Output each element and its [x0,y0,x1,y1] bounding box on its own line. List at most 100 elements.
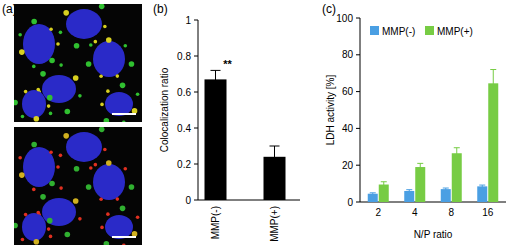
error-line [383,182,384,188]
error-line [456,148,457,159]
error-cap [406,189,412,190]
vesicle [36,88,40,92]
annotation: ** [223,58,232,70]
y-tick [194,128,198,129]
nucleus [105,92,133,116]
vesicle [123,44,127,48]
nucleus [93,164,125,200]
vesicle [24,90,28,94]
bars [205,70,286,200]
bars [368,70,499,202]
y-tick-label: 0.8 [177,51,191,62]
y-tick [194,92,198,93]
vesicle [49,235,53,239]
y-tick [194,200,198,201]
vesicle [73,75,79,81]
vesicle [34,239,40,245]
vesicle [132,108,138,114]
vesicle [106,89,110,93]
vesicle [136,215,140,219]
error-cap [270,146,280,147]
scale-bar [112,113,136,115]
y-axis [360,18,361,202]
nucleus [22,213,46,241]
x-tick-label: 8 [448,207,454,218]
bar [415,167,425,202]
error-bar [454,148,460,159]
vesicle [63,133,69,139]
nucleus [42,198,76,226]
vesicle [19,172,25,178]
y-tick-label: 60 [342,86,354,97]
y-tick-label: 0.2 [177,159,191,170]
nucleus [105,215,133,239]
y-tick-label: 100 [336,13,353,24]
micrograph [14,4,142,122]
nucleus [66,132,102,162]
vesicle [49,151,53,155]
error-cap [443,188,449,189]
y-tick [194,20,198,21]
vesicle [31,142,37,148]
error-bar [443,188,449,190]
nucleus [23,24,55,64]
panel-label: (b) [153,2,168,16]
vesicle [106,212,110,216]
vesicle [32,65,36,69]
vesicle [59,186,63,190]
x-axis-label: N/P ratio [414,229,453,240]
bar [452,153,462,202]
y-tick [356,165,360,166]
vesicle [56,165,60,169]
vesicle [59,63,63,67]
vesicle [104,241,110,245]
y-tick-label: 80 [342,49,354,60]
vesicle [106,37,112,43]
vesicle [65,232,71,238]
vesicle [100,103,104,107]
y-tick-label: 20 [342,160,354,171]
vesicle [31,19,37,25]
error-cap [454,147,460,148]
x-tick-label: 2 [375,207,381,218]
nucleus [22,90,46,118]
vesicle [21,115,25,119]
vesicle [129,184,135,190]
vesicle [94,163,98,167]
x-tick-label: MMP(+) [269,206,280,242]
y-tick [356,91,360,92]
y-axis [198,20,199,200]
y-tick-label: 0.6 [177,87,191,98]
error-bar [479,185,485,188]
vesicle [78,217,82,221]
vesicle [49,181,55,187]
vesicle [99,197,103,201]
vesicle [94,40,98,44]
error-cap [490,69,496,70]
image-background [14,4,142,122]
error-cap [381,181,387,182]
vesicle [73,198,79,204]
vesicle [120,83,126,89]
vesicle [47,104,51,108]
vesicle [21,238,25,242]
vesicle [103,25,107,29]
vesicle [36,211,40,215]
error-cap [370,192,376,193]
vesicle [99,74,103,78]
vesicle [34,116,40,122]
nucleus [93,41,125,77]
vesicle [59,154,63,158]
y-tick [194,164,198,165]
error-cap [417,163,423,164]
vesicle [18,33,22,37]
error-bar [270,146,280,168]
x-tick-label: MMP(-) [210,206,221,239]
vesicle [49,28,53,32]
y-tick [356,54,360,55]
figure: (a)(b)Colocalization ratio00.20.40.60.81… [0,0,512,250]
error-bar [370,193,376,195]
error-line [274,146,275,168]
error-bar [381,182,387,188]
vesicle [14,223,18,229]
